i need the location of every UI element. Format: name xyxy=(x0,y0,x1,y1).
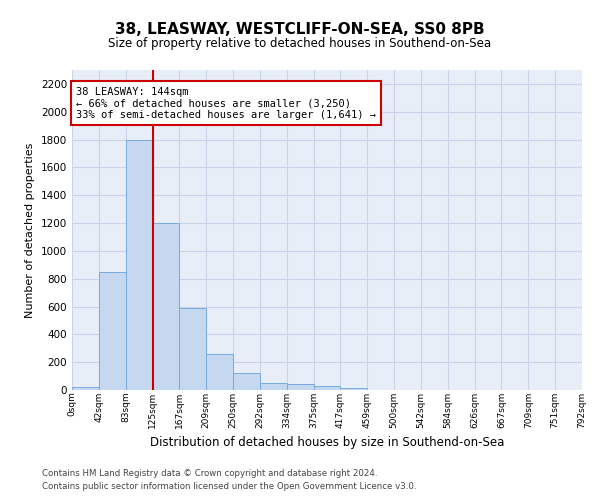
Bar xyxy=(152,223,179,390)
Y-axis label: Number of detached properties: Number of detached properties xyxy=(25,142,35,318)
Bar xyxy=(233,372,260,390)
Text: Size of property relative to detached houses in Southend-on-Sea: Size of property relative to detached ho… xyxy=(109,38,491,51)
Text: 38 LEASWAY: 144sqm
← 66% of detached houses are smaller (3,250)
33% of semi-deta: 38 LEASWAY: 144sqm ← 66% of detached hou… xyxy=(76,86,376,120)
Bar xyxy=(179,308,206,390)
Text: 38, LEASWAY, WESTCLIFF-ON-SEA, SS0 8PB: 38, LEASWAY, WESTCLIFF-ON-SEA, SS0 8PB xyxy=(115,22,485,38)
Bar xyxy=(206,354,233,390)
X-axis label: Distribution of detached houses by size in Southend-on-Sea: Distribution of detached houses by size … xyxy=(150,436,504,449)
Bar xyxy=(287,384,314,390)
Bar xyxy=(125,140,152,390)
Bar xyxy=(314,386,340,390)
Bar xyxy=(99,272,125,390)
Text: Contains HM Land Registry data © Crown copyright and database right 2024.: Contains HM Land Registry data © Crown c… xyxy=(42,468,377,477)
Text: Contains public sector information licensed under the Open Government Licence v3: Contains public sector information licen… xyxy=(42,482,416,491)
Bar xyxy=(260,383,287,390)
Bar xyxy=(72,386,99,390)
Bar xyxy=(340,388,367,390)
